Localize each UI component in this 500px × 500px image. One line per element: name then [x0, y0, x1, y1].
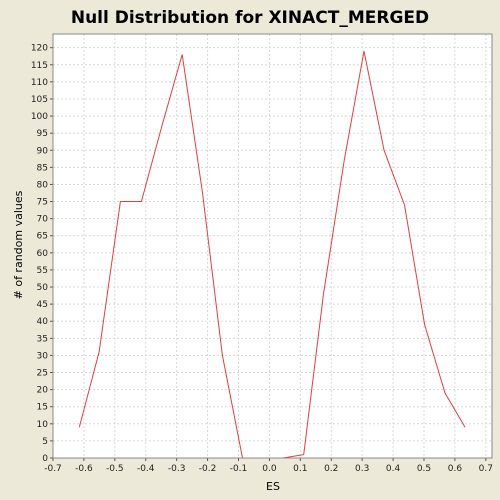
y-tick-label: 120 — [31, 44, 48, 54]
y-tick-label: 50 — [37, 283, 49, 293]
x-tick-label: 0.4 — [386, 464, 401, 474]
y-tick-label: 25 — [37, 369, 48, 379]
y-axis-label: # of random values — [12, 190, 25, 299]
y-tick-label: 105 — [31, 95, 48, 105]
x-tick-label: 0.6 — [448, 464, 463, 474]
x-tick-label: -0.3 — [168, 464, 186, 474]
x-tick-label: 0.1 — [293, 464, 307, 474]
y-tick-label: 90 — [37, 146, 49, 156]
y-tick-label: 70 — [37, 215, 49, 225]
y-tick-label: 115 — [31, 61, 48, 71]
x-tick-label: 0.3 — [355, 464, 369, 474]
chart-title: Null Distribution for XINACT_MERGED — [71, 8, 429, 28]
y-tick-label: 20 — [37, 386, 49, 396]
y-tick-label: 85 — [37, 163, 48, 173]
y-tick-label: 45 — [37, 300, 48, 310]
y-tick-label: 110 — [31, 78, 48, 88]
x-tick-label: 0.0 — [262, 464, 277, 474]
x-tick-label: 0.5 — [417, 464, 431, 474]
x-tick-label: -0.7 — [44, 464, 62, 474]
x-axis-label: ES — [266, 480, 280, 493]
x-tick-label: -0.1 — [230, 464, 248, 474]
y-tick-label: 15 — [37, 403, 48, 413]
x-tick-label: -0.2 — [199, 464, 217, 474]
y-tick-label: 60 — [37, 249, 49, 259]
y-tick-label: 100 — [31, 112, 48, 122]
x-tick-label: 0.2 — [324, 464, 338, 474]
y-tick-label: 55 — [37, 266, 48, 276]
y-tick-label: 5 — [42, 437, 48, 447]
plot-frame — [52, 33, 493, 459]
y-tick-label: 30 — [37, 351, 49, 361]
axes: -0.7 -0.6 -0.5 -0.4 -0.3 -0.2 -0.1 0.0 0.1 0.2 0.3… — [31, 44, 493, 474]
plot-background — [53, 34, 492, 458]
y-tick-label: 35 — [37, 334, 48, 344]
y-tick-label: 75 — [37, 198, 48, 208]
gridlines — [52, 34, 492, 459]
x-tick-label: -0.4 — [137, 464, 155, 474]
y-tick-label: 65 — [37, 232, 48, 242]
y-tick-label: 80 — [37, 180, 49, 190]
x-tick-label: -0.5 — [106, 464, 124, 474]
x-tick-label: -0.6 — [75, 464, 93, 474]
y-tick-label: 40 — [37, 317, 49, 327]
y-tick-label: 95 — [37, 129, 48, 139]
y-tick-label: 10 — [37, 420, 49, 430]
y-tick-label: 0 — [42, 454, 48, 464]
x-tick-label: 0.7 — [479, 464, 493, 474]
